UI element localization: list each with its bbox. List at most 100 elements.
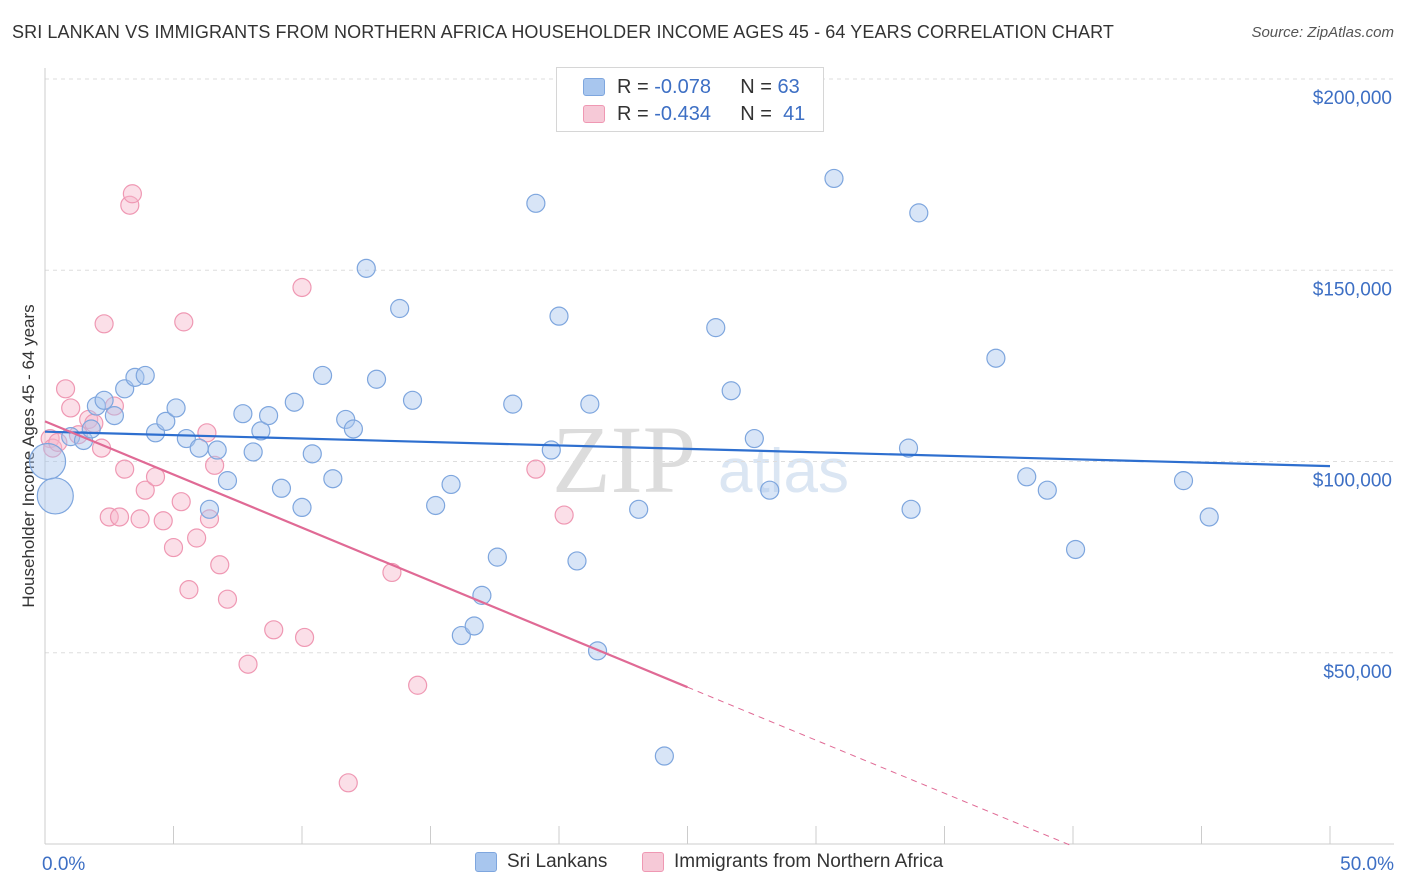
northern-africa-point-16 (130, 509, 150, 529)
sri-lankans-point-49 (654, 746, 674, 766)
sri-lankans-point-28 (323, 469, 343, 489)
trend-line-northern-africa-extrapolated (687, 686, 1074, 847)
northern-africa-point-19 (153, 511, 173, 531)
sri-lankans-point-14 (176, 428, 196, 449)
northern-africa-point-37 (526, 459, 546, 479)
sri-lankans-point-43 (541, 440, 561, 460)
watermark-atlas: atlas (718, 437, 849, 506)
legend-swatch-sri-lankans (475, 852, 497, 872)
northern-africa-point-12 (109, 507, 130, 527)
legend-r-value-2: -0.434 (654, 102, 711, 125)
legend-label-sri-lankans: Sri Lankans (507, 851, 608, 872)
sri-lankans-point-32 (366, 369, 387, 389)
x-tick-label-max: 50.0% (1340, 854, 1394, 875)
sri-lankans-point-45 (567, 551, 587, 571)
sri-lankans-point-29 (336, 409, 356, 430)
legend-n-value-2: 41 (783, 102, 806, 125)
northern-africa-point-17 (135, 480, 155, 500)
sri-lankans-point-36 (441, 474, 461, 495)
chart-title: SRI LANKAN VS IMMIGRANTS FROM NORTHERN A… (12, 22, 1114, 42)
sri-lankans-point-52 (744, 428, 764, 449)
y-tick-label-3: $200,000 (1313, 88, 1392, 109)
northern-africa-point-25 (197, 423, 217, 443)
sri-lankans-point-31 (356, 258, 376, 278)
northern-africa-point-22 (174, 312, 194, 332)
sri-lankans-point-57 (909, 203, 929, 223)
sri-lankans-point-60 (1037, 480, 1057, 500)
sri-lankans-point-44 (549, 306, 569, 326)
series-northern-africa-points (40, 184, 574, 793)
sri-lankans-point-42 (526, 193, 546, 213)
legend-item-northern-africa[interactable]: Immigrants from Northern Africa (642, 851, 943, 873)
sri-lankans-point-17 (207, 440, 227, 460)
sri-lankans-point-33 (390, 298, 410, 319)
northern-africa-point-33 (294, 627, 315, 648)
sri-lankans-point-16 (199, 499, 220, 519)
gridlines (45, 78, 1394, 654)
x-ticks (44, 826, 1331, 844)
sri-lankans-point-5 (86, 396, 107, 416)
trend-line-sri-lankans (44, 430, 1331, 468)
x-tick-label-min: 0.0% (42, 854, 85, 875)
sri-lankans-point-61 (1065, 539, 1086, 560)
legend-r-label-2: R = (617, 102, 649, 125)
northern-africa-point-29 (217, 589, 238, 609)
sri-lankans-point-7 (104, 406, 124, 426)
sri-lankans-point-30 (343, 419, 363, 439)
sri-lankans-point-63 (1199, 507, 1219, 527)
northern-africa-point-4 (61, 398, 81, 418)
legend-label-northern-africa: Immigrants from Northern Africa (674, 851, 944, 872)
northern-africa-point-34 (338, 773, 358, 793)
sri-lankans-point-20 (243, 442, 263, 462)
y-tick-label-2: $150,000 (1313, 279, 1392, 300)
sri-lankans-point-51 (721, 381, 741, 401)
northern-africa-point-36 (408, 675, 428, 695)
northern-africa-point-10 (99, 507, 119, 527)
sri-lankans-point-34 (402, 390, 423, 410)
northern-africa-point-15 (122, 184, 142, 204)
legend-item-sri-lankans[interactable]: Sri Lankans (475, 851, 607, 873)
legend-n-label-2: N = (740, 102, 772, 125)
sri-lankans-point-53 (760, 480, 780, 500)
sri-lankans-point-38 (464, 616, 484, 636)
legend-row-sri-lankans: R = -0.078 N = 63 (583, 75, 800, 99)
y-tick-labels: $50,000 $100,000 $150,000 $200,000 (1313, 88, 1392, 683)
sri-lankans-point-41 (503, 394, 523, 414)
northern-africa-point-3 (55, 379, 76, 399)
axes (44, 68, 1394, 845)
sri-lankans-point-1 (36, 477, 74, 515)
y-axis-label: Householder Income Ages 45 - 64 years (19, 304, 38, 607)
northern-africa-point-32 (292, 277, 312, 298)
northern-africa-point-21 (171, 492, 191, 512)
sri-lankans-point-13 (166, 398, 186, 418)
legend-swatch-pink (583, 105, 605, 123)
sri-lankans-point-40 (487, 547, 507, 567)
sri-lankans-point-62 (1173, 471, 1194, 491)
series-legend: Sri Lankans Immigrants from Northern Afr… (0, 851, 1406, 877)
northern-africa-point-23 (179, 580, 199, 600)
sri-lankans-point-48 (629, 499, 649, 519)
sri-lankans-point-58 (986, 348, 1006, 368)
legend-row-northern-africa: R = -0.434 N = 41 (583, 102, 805, 126)
northern-africa-point-31 (264, 620, 284, 640)
northern-africa-point-9 (94, 314, 114, 334)
sri-lankans-point-50 (706, 318, 726, 338)
sri-lankans-point-25 (292, 497, 312, 517)
trend-lines (44, 420, 1331, 847)
northern-africa-point-28 (210, 555, 230, 575)
sri-lankans-point-4 (81, 419, 101, 439)
legend-swatch-northern-africa (642, 852, 664, 872)
y-tick-label-1: $100,000 (1313, 471, 1392, 492)
northern-africa-point-35 (382, 562, 402, 583)
northern-africa-point-14 (120, 195, 140, 215)
legend-swatch-blue (583, 78, 605, 96)
legend-r-label: R = (617, 75, 649, 98)
sri-lankans-point-22 (258, 406, 279, 426)
legend-n-label: N = (740, 75, 772, 98)
legend-r-value-1: -0.078 (654, 75, 711, 98)
sri-lankans-point-18 (217, 471, 238, 491)
sri-lankans-point-26 (302, 444, 322, 464)
sri-lankans-point-12 (156, 411, 176, 431)
sri-lankans-point-54 (824, 168, 844, 189)
